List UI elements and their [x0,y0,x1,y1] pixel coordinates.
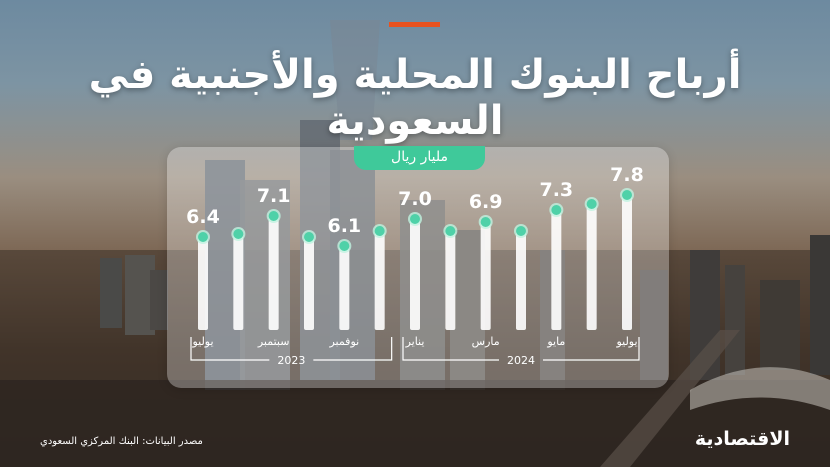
bar [622,195,632,330]
data-label: 7.8 [610,164,644,186]
bar-point [304,232,314,242]
source-note: مصدر البيانات: البنك المركزي السعودي [40,436,203,447]
data-label: 7.0 [398,188,432,210]
data-label: 7.1 [257,185,291,207]
data-label: 6.9 [469,191,503,213]
year-label: 2024 [507,354,535,367]
bar-point [551,205,562,215]
x-tick-label: مارس [472,335,500,348]
top-accent-bar [389,22,440,27]
bar-point [374,226,385,236]
year-label: 2023 [277,354,305,367]
year-bracket [402,337,640,361]
year-bracket [190,337,393,361]
bar-point [445,226,456,236]
bar [339,246,350,330]
bar [516,231,526,330]
bar [304,237,314,330]
bar [374,231,385,330]
brand-logo: الاقتصادية [694,428,790,450]
bar [551,210,562,330]
bar-point [480,217,491,227]
bar [586,204,597,330]
bar-point [198,232,208,242]
bar [480,222,491,330]
bar-point [233,229,244,239]
data-label: 6.4 [186,206,220,228]
bar-point [339,241,350,251]
x-tick-label: يناير [405,335,425,348]
data-label: 6.1 [327,215,361,237]
bar-point [586,199,597,209]
x-tick-label: نوفمبر [328,335,359,348]
bar [198,237,208,330]
x-tick-label: يوليو [191,335,213,348]
bar [268,216,279,330]
bar [233,234,244,330]
x-tick-label: يوليو [615,335,637,348]
bar-point [622,190,632,200]
data-label: 7.3 [539,179,573,201]
page-title: أرباح البنوك المحلية والأجنبية في السعود… [88,52,742,144]
x-tick-label: مايو [546,335,565,348]
bar [445,231,456,330]
bar-point [410,214,420,224]
unit-label: مليار ريال [354,146,485,170]
bar-point [268,211,279,221]
bar [410,219,420,330]
bar-point [516,226,526,236]
x-tick-label: سبتمبر [257,335,290,348]
